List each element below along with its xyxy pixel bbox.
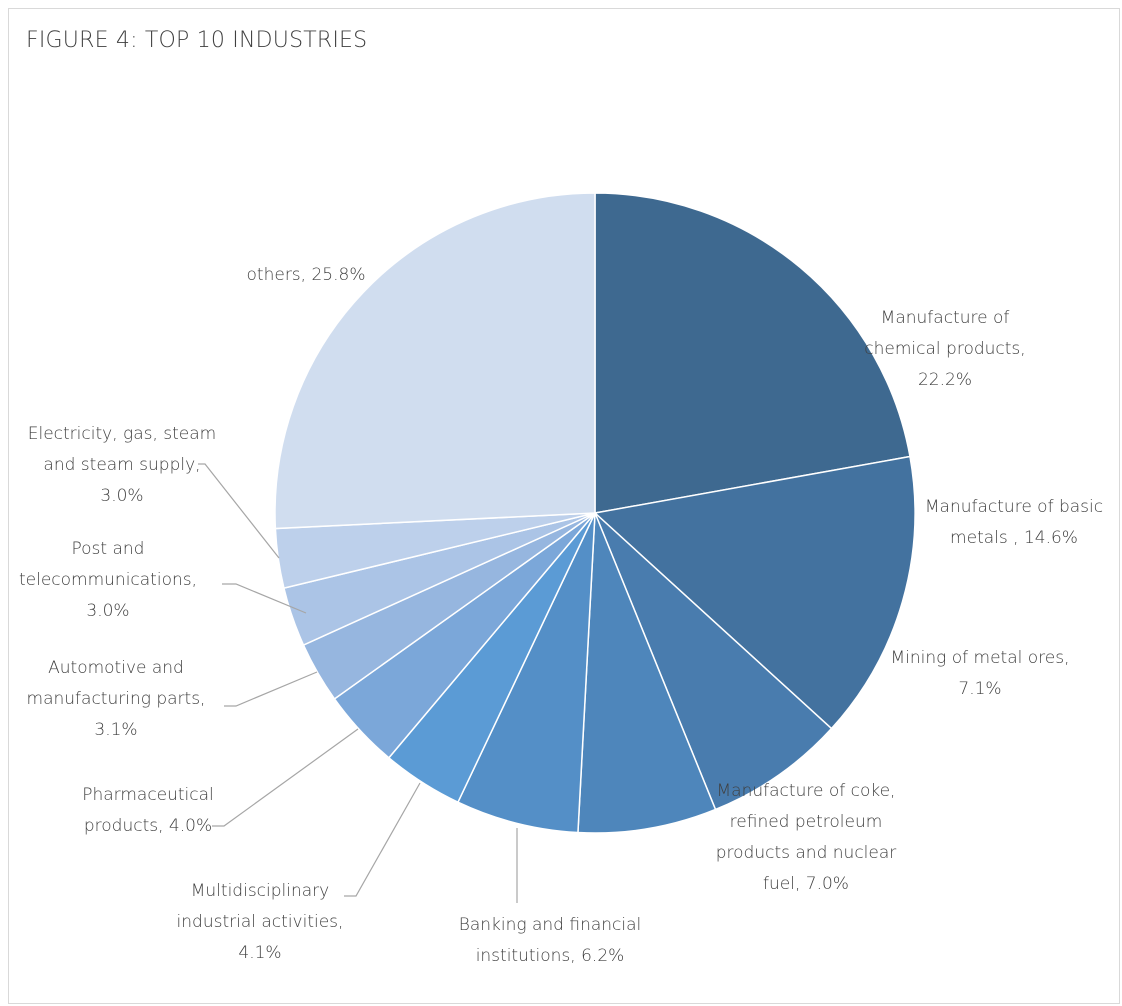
slice-label-line: metals , 14.6%	[950, 528, 1078, 548]
slice-label-line: fuel, 7.0%	[763, 874, 849, 894]
slice-label-line: Manufacture of	[881, 308, 1010, 328]
slice-label-line: manufacturing parts,	[27, 689, 206, 709]
slice-label-line: 7.1%	[958, 679, 1001, 699]
leader-line-6	[344, 782, 421, 897]
pie-slice-2	[593, 455, 916, 730]
slice-label-4: Manufacture of coke, refined petroleum pro…	[716, 781, 897, 894]
slice-label-11: others, 25.8%	[247, 265, 366, 285]
chart-title: FIGURE 4: TOP 10 INDUSTRIES	[26, 28, 368, 53]
leader-line-8	[224, 671, 318, 707]
pie-slice-1	[594, 192, 911, 514]
slice-label-line: and steam supply,	[43, 455, 200, 475]
leader-line-10	[198, 463, 280, 559]
slice-label-line: institutions, 6.2%	[476, 946, 625, 966]
slice-label-5: Banking and financial institutions, 6.2%	[459, 915, 642, 966]
slice-label-line: products, 4.0%	[84, 816, 212, 836]
slice-label-line: Banking and financial	[459, 915, 642, 935]
slice-label-2: Manufacture of basic metals , 14.6%	[925, 497, 1103, 548]
leader-line-7	[212, 728, 359, 827]
pie-slice-4	[577, 512, 717, 834]
slice-label-line: 3.0%	[100, 486, 143, 506]
leader-line-9	[222, 583, 307, 614]
slice-label-line: Mining of metal ores,	[890, 648, 1069, 668]
slice-label-1: Manufacture of chemical products, 22.2%	[864, 308, 1025, 390]
slice-label-line: 4.1%	[238, 943, 281, 963]
slice-label-line: Post and	[72, 539, 145, 559]
slice-label-line: products and nuclear	[716, 843, 897, 863]
slice-label-line: 3.1%	[94, 720, 137, 740]
slice-label-line: 22.2%	[918, 370, 972, 390]
slice-label-line: refined petroleum	[730, 812, 883, 832]
slice-label-8: Automotive and manufacturing parts, 3.1%	[27, 658, 206, 740]
pie-slice-3	[594, 512, 833, 811]
slice-label-line: chemical products,	[864, 339, 1025, 359]
slice-label-line: Pharmaceutical	[82, 785, 214, 805]
slice-label-line: Multidisciplinary	[191, 881, 329, 901]
slice-label-3: Mining of metal ores, 7.1%	[890, 648, 1069, 699]
slice-label-line: Automotive and	[48, 658, 184, 678]
pie-slice-5	[456, 512, 596, 834]
slice-label-line: 3.0%	[86, 601, 129, 621]
slice-label-line: industrial activities,	[177, 912, 344, 932]
slice-label-6: Multidisciplinary industrial activities, 4…	[177, 881, 344, 963]
slice-label-line: Electricity, gas, steam	[28, 424, 217, 444]
slice-label-line: Manufacture of basic	[925, 497, 1103, 517]
slice-label-7: Pharmaceutical products, 4.0%	[82, 785, 214, 836]
slice-label-9: Post and telecommunications, 3.0%	[19, 539, 197, 621]
pie-slice-11	[274, 192, 596, 530]
slice-label-line: telecommunications,	[19, 570, 197, 590]
slice-label-line: Manufacture of coke,	[717, 781, 896, 801]
slice-label-10: Electricity, gas, steam and steam supply,…	[28, 424, 217, 506]
slice-label-line: others, 25.8%	[247, 265, 366, 285]
